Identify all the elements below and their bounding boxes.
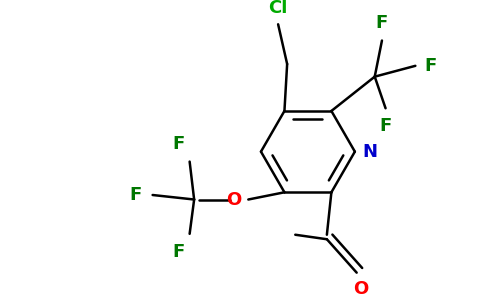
Text: F: F [376,14,388,32]
Text: Cl: Cl [269,0,288,17]
Text: F: F [173,243,185,261]
Text: N: N [362,142,377,160]
Text: F: F [173,135,185,153]
Text: F: F [424,57,437,75]
Text: O: O [353,280,369,298]
Text: F: F [130,186,142,204]
Text: F: F [379,117,392,135]
Text: O: O [226,190,241,208]
